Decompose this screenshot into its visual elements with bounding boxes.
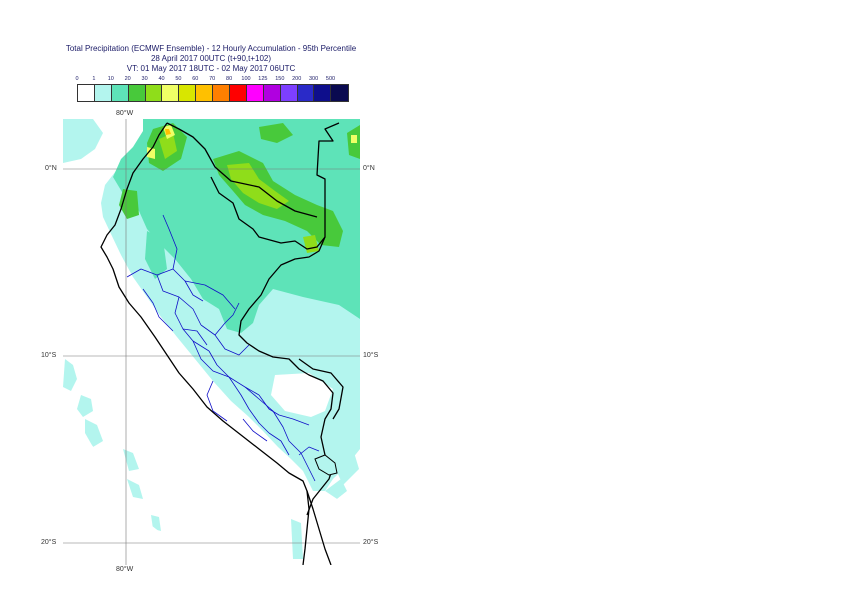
legend-label-14: 300 bbox=[309, 76, 319, 82]
legend-swatch-5 bbox=[162, 85, 180, 101]
precip-band-10-20 bbox=[113, 119, 360, 333]
legend-swatch-3 bbox=[128, 85, 146, 101]
legend-label-11: 125 bbox=[258, 76, 268, 82]
legend-swatch-15 bbox=[331, 85, 349, 101]
chile-border bbox=[306, 490, 332, 565]
legend-label-4: 30 bbox=[141, 76, 148, 82]
legend-label-1: 1 bbox=[92, 76, 96, 82]
dry-region bbox=[271, 373, 333, 417]
lat-label-20s-right: 20°S bbox=[363, 539, 379, 546]
lon-label-bottom: 80°W bbox=[116, 566, 134, 573]
legend-swatch-12 bbox=[280, 85, 298, 101]
lon-label-top: 80°W bbox=[116, 110, 134, 117]
lat-label-0-right: 0°N bbox=[363, 165, 375, 172]
lat-label-10s-left: 10°S bbox=[41, 352, 57, 359]
legend-label-12: 150 bbox=[275, 76, 285, 82]
legend-swatch-1 bbox=[94, 85, 112, 101]
map-title: Total Precipitation (ECMWF Ensemble) - 1… bbox=[65, 44, 357, 53]
legend-label-6: 50 bbox=[175, 76, 182, 82]
legend-swatches bbox=[77, 84, 350, 102]
legend-label-9: 80 bbox=[226, 76, 233, 82]
legend-label-3: 20 bbox=[124, 76, 131, 82]
legend-label-0: 0 bbox=[75, 76, 79, 82]
legend-swatch-4 bbox=[145, 85, 163, 101]
lake-titicaca bbox=[314, 454, 338, 476]
regional-boundaries bbox=[126, 214, 320, 482]
valid-time: VT: 01 May 2017 18UTC - 02 May 2017 06UT… bbox=[126, 64, 296, 73]
legend-swatch-10 bbox=[246, 85, 264, 101]
legend-labels: 0 1 10 20 30 40 50 60 70 80 100 125 150 200 300 500 bbox=[75, 76, 347, 84]
legend-swatch-8 bbox=[213, 85, 231, 101]
legend-swatch-2 bbox=[111, 85, 129, 101]
legend-swatch-13 bbox=[297, 85, 315, 101]
legend-swatch-0 bbox=[78, 85, 95, 101]
color-legend: 0 1 10 20 30 40 50 60 70 80 100 125 150 200 300 500 bbox=[75, 76, 350, 102]
lat-label-0-left: 0°N bbox=[45, 165, 57, 172]
legend-swatch-7 bbox=[196, 85, 214, 101]
precip-ocean-patch bbox=[63, 119, 103, 163]
colombia-ecuador-border bbox=[166, 122, 318, 218]
legend-label-2: 10 bbox=[107, 76, 114, 82]
legend-swatch-14 bbox=[314, 85, 332, 101]
legend-label-15: 500 bbox=[325, 76, 336, 82]
lat-label-20s-left: 20°S bbox=[41, 539, 57, 546]
precipitation-map[interactable] bbox=[63, 119, 360, 565]
legend-label-5: 40 bbox=[158, 76, 165, 82]
peru-north-border bbox=[210, 122, 340, 250]
legend-swatch-9 bbox=[230, 85, 247, 101]
base-time: 28 April 2017 00UTC (t+90,t+102) bbox=[150, 54, 272, 63]
legend-label-7: 60 bbox=[192, 76, 199, 82]
legend-label-10: 100 bbox=[241, 76, 251, 82]
bolivia-border bbox=[298, 358, 344, 420]
legend-swatch-6 bbox=[179, 85, 197, 101]
coastline bbox=[100, 122, 310, 565]
lat-label-10s-right: 10°S bbox=[363, 352, 379, 359]
precip-band-60-70 bbox=[165, 129, 171, 135]
legend-label-13: 200 bbox=[292, 76, 302, 82]
legend-swatch-11 bbox=[263, 85, 281, 101]
legend-label-8: 70 bbox=[209, 76, 216, 82]
